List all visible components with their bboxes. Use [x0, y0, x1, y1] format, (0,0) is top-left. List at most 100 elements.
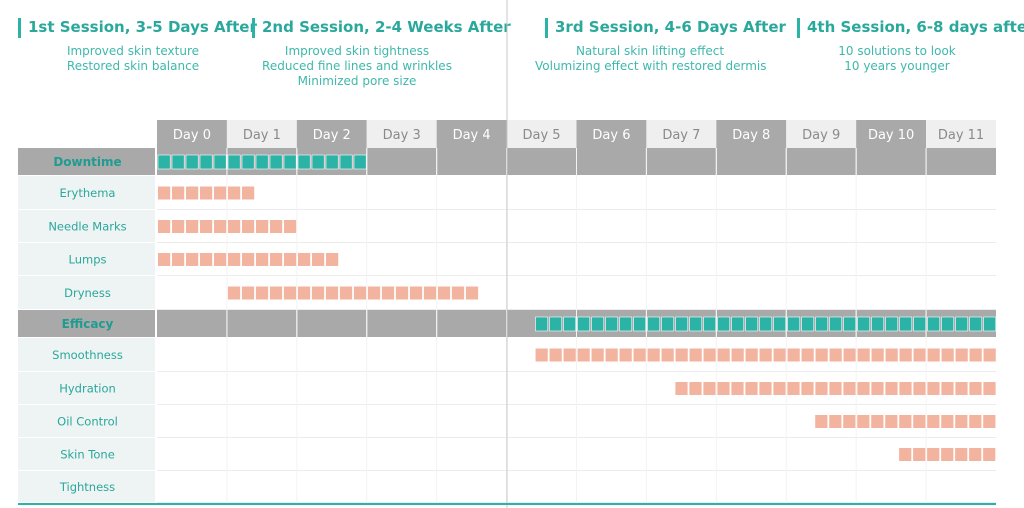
bar-block [829, 382, 842, 395]
bar-block [773, 382, 786, 395]
bar-block [200, 253, 213, 266]
bar-block [409, 286, 423, 300]
day-header-cell [786, 120, 857, 148]
bar-block [829, 415, 842, 428]
bar-block [703, 382, 716, 395]
bar-block [339, 154, 353, 170]
day-tick-label: Day 3 [383, 128, 421, 143]
row-label: Skin Tone [60, 448, 115, 462]
row-label-bg [18, 438, 155, 470]
bar-block [577, 348, 590, 362]
bar-block [843, 316, 857, 332]
bar-block [297, 286, 311, 300]
bar-oil-control [815, 415, 996, 428]
bar-block [577, 316, 591, 332]
bar-block [549, 316, 563, 332]
bar-block [199, 154, 213, 170]
bar-block [927, 382, 940, 395]
session-line: Restored skin balance [66, 59, 200, 73]
session-title: 3rd Session, 4-6 Days After [555, 18, 786, 36]
bar-block [773, 348, 786, 362]
row-label: Tightness [59, 480, 115, 494]
day-header-cell [716, 120, 787, 148]
day-header-cell [506, 120, 577, 148]
bar-block [843, 415, 856, 428]
bar-block [745, 316, 759, 332]
bar-block [214, 220, 227, 233]
bar-block [157, 154, 171, 170]
bar-block [269, 154, 283, 170]
bar-block [885, 316, 899, 332]
session-marker [545, 18, 548, 38]
bar-block [395, 286, 409, 300]
bar-downtime [157, 154, 367, 170]
bar-block [214, 253, 227, 266]
bar-block [731, 348, 744, 362]
day-header-cell [366, 120, 437, 148]
bar-block [717, 382, 730, 395]
bar-block [927, 448, 940, 461]
day-tick-label: Day 11 [938, 128, 984, 143]
bar-block [661, 348, 674, 362]
day-header-cell [436, 120, 507, 148]
bar-block [353, 286, 367, 300]
day-tick-label: Day 5 [523, 128, 561, 143]
bar-block [214, 186, 227, 200]
bar-block [228, 253, 241, 266]
bar-block [270, 220, 283, 233]
session-line: 10 years younger [844, 59, 950, 73]
bar-block [717, 348, 730, 362]
bar-block [899, 448, 912, 461]
bar-block [969, 348, 982, 362]
day-tick-label: Day 2 [313, 128, 351, 143]
bar-needle-marks [158, 220, 297, 233]
bar-block [661, 316, 675, 332]
bar-block [913, 448, 926, 461]
bar-block [269, 286, 283, 300]
bar-block [927, 415, 940, 428]
bar-block [731, 316, 745, 332]
bar-block [591, 316, 605, 332]
bar-block [885, 348, 898, 362]
bar-block [983, 382, 996, 395]
row-label: Erythema [60, 186, 116, 200]
bar-block [255, 286, 269, 300]
bar-block [815, 415, 828, 428]
bar-block [172, 186, 185, 200]
bar-block [605, 316, 619, 332]
bar-block [815, 316, 829, 332]
bar-block [913, 316, 927, 332]
bar-block [759, 348, 772, 362]
row-label-bg [18, 276, 155, 309]
bar-block [913, 382, 926, 395]
bar-block [200, 186, 213, 200]
bar-block [983, 316, 997, 332]
bar-block [815, 348, 828, 362]
bar-block [298, 253, 311, 266]
bar-block [801, 316, 815, 332]
row-label-bg [18, 176, 155, 209]
bar-block [325, 154, 339, 170]
bar-block [899, 415, 912, 428]
row-label: Dryness [64, 286, 111, 300]
day-header-cell [157, 120, 227, 148]
bar-block [745, 382, 758, 395]
day-tick-label: Day 8 [732, 128, 770, 143]
session-line: Reduced fine lines and wrinkles [262, 59, 452, 73]
bar-block [158, 253, 171, 266]
day-tick-label: Day 0 [173, 128, 211, 143]
session-line: Improved skin texture [66, 44, 200, 58]
bar-block [955, 448, 968, 461]
bar-block [619, 348, 632, 362]
bar-block [829, 348, 842, 362]
session-line: 10 solutions to look [838, 44, 956, 58]
bar-block [185, 154, 199, 170]
bar-block [241, 286, 255, 300]
bar-block [759, 316, 773, 332]
bar-block [367, 286, 381, 300]
bar-block [423, 286, 437, 300]
bar-block [787, 382, 800, 395]
bar-block [605, 348, 618, 362]
bar-block [689, 382, 702, 395]
bar-block [647, 348, 660, 362]
